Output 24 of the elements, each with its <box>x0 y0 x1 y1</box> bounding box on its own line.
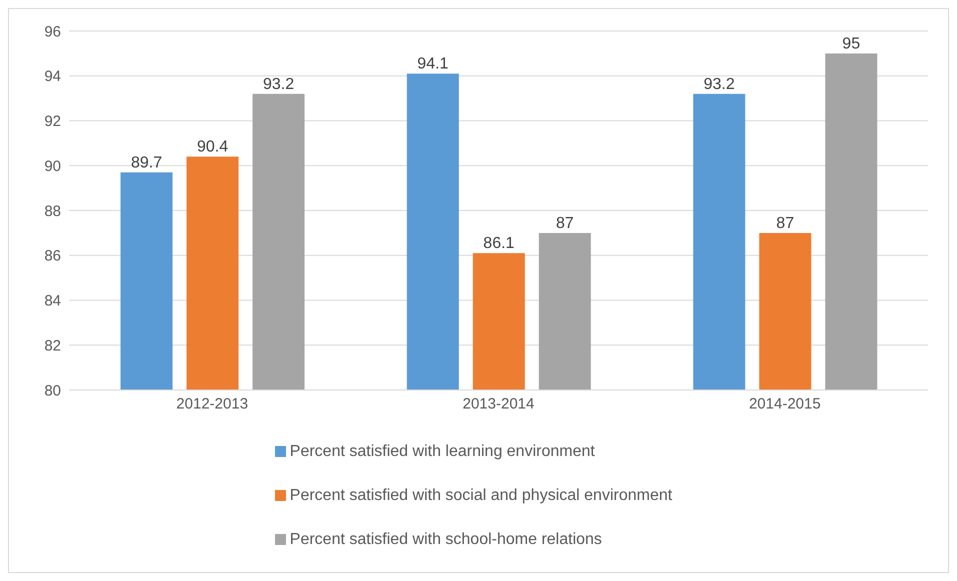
y-tick-label: 88 <box>44 202 61 220</box>
data-label: 90.4 <box>196 138 228 156</box>
x-tick-label: 2013-2014 <box>462 396 534 413</box>
data-label: 94.1 <box>417 56 449 73</box>
data-label: 86.1 <box>483 235 515 252</box>
x-tick-label: 2014-2015 <box>748 396 821 413</box>
x-tick-label: 2012-2013 <box>176 396 248 413</box>
data-label: 95 <box>842 35 860 52</box>
data-label: 93.2 <box>262 76 294 93</box>
y-tick-label: 96 <box>44 23 61 40</box>
data-label: 89.7 <box>130 154 162 172</box>
legend-label: Percent satisfied with learning environment <box>290 443 595 460</box>
y-tick-label: 90 <box>44 158 61 175</box>
data-label: 87 <box>776 214 794 232</box>
data-label: 87 <box>556 214 574 232</box>
y-tick-label: 94 <box>44 68 61 86</box>
y-tick-label: 84 <box>44 292 61 310</box>
legend-label: Percent satisfied with school-home relations <box>290 531 602 548</box>
legend-label: Percent satisfied with social and physical environment <box>290 487 672 504</box>
y-tick-label: 92 <box>44 113 61 130</box>
y-tick-label: 80 <box>44 382 61 400</box>
y-tick-label: 86 <box>44 248 61 265</box>
data-label: 93.2 <box>704 76 735 93</box>
y-tick-label: 82 <box>44 337 61 354</box>
